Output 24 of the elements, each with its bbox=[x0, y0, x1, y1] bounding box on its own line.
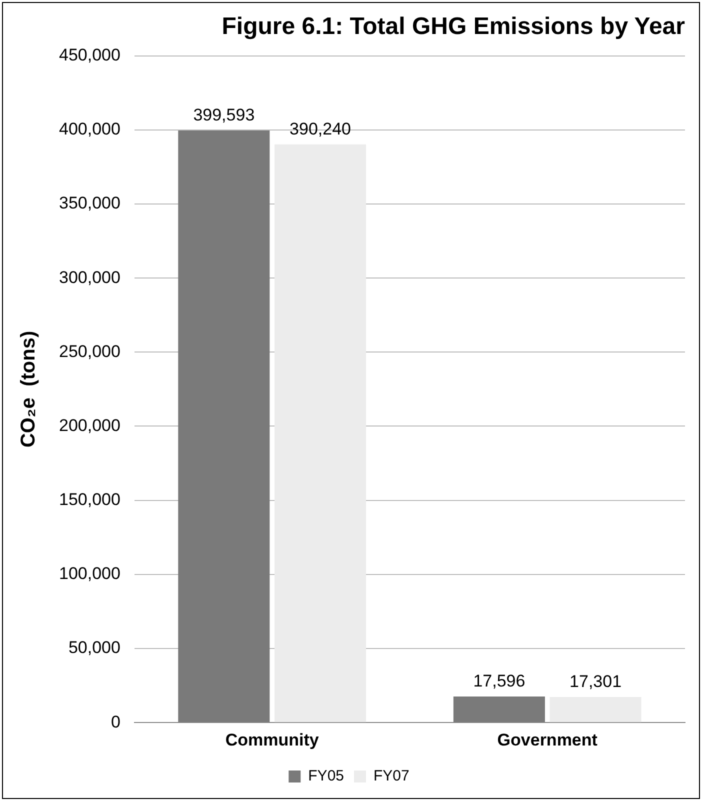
y-tick-label: 200,000 bbox=[59, 416, 120, 435]
y-axis-title: CO₂e (tons) bbox=[18, 330, 40, 448]
bar bbox=[274, 144, 366, 722]
y-tick-label: 450,000 bbox=[59, 45, 120, 64]
chart-title: Figure 6.1: Total GHG Emissions by Year bbox=[222, 13, 685, 40]
y-tick-label: 300,000 bbox=[59, 268, 120, 287]
data-label: 17,596 bbox=[473, 672, 526, 691]
bar bbox=[550, 696, 642, 722]
y-tick-label: 150,000 bbox=[59, 490, 120, 510]
data-label: 17,301 bbox=[570, 672, 622, 692]
data-label: 399,593 bbox=[193, 106, 255, 125]
bar bbox=[453, 696, 545, 722]
y-tick-label: 250,000 bbox=[59, 342, 120, 361]
x-tick-label: Community bbox=[225, 730, 320, 750]
y-tick-label: 100,000 bbox=[59, 564, 120, 584]
y-tick-label: 400,000 bbox=[59, 120, 120, 139]
data-label: 390,240 bbox=[290, 120, 351, 139]
y-tick-label: 0 bbox=[110, 712, 120, 732]
legend-label: FY07 bbox=[374, 768, 410, 785]
y-tick-label: 50,000 bbox=[68, 638, 120, 658]
legend-label: FY05 bbox=[308, 768, 344, 785]
x-tick-label: Government bbox=[497, 730, 598, 750]
y-tick-label: 350,000 bbox=[59, 194, 120, 213]
bar bbox=[178, 130, 270, 722]
